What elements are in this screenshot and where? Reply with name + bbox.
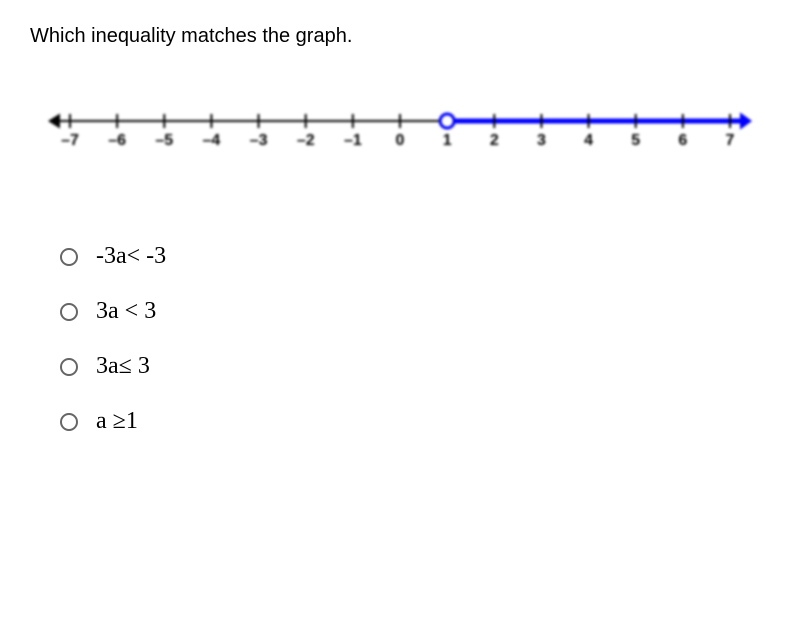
svg-text:–5: –5 [155,132,173,149]
option-label: 3a < 3 [96,298,156,325]
numberline: –7 –6 –5 –4 –3 –2 –1 0 1 2 3 4 5 6 7 [40,103,760,163]
svg-text:0: 0 [396,132,405,149]
svg-text:–7: –7 [61,132,79,149]
radio-icon[interactable] [60,358,78,376]
svg-text:–3: –3 [250,132,268,149]
option-row[interactable]: -3a< -3 [60,243,770,270]
option-row[interactable]: a ≥1 [60,408,770,435]
option-label: -3a< -3 [96,243,166,270]
svg-text:4: 4 [584,132,593,149]
option-label: a ≥1 [96,408,138,435]
question-text: Which inequality matches the graph. [30,25,770,48]
radio-icon[interactable] [60,248,78,266]
option-row[interactable]: 3a < 3 [60,298,770,325]
svg-text:3: 3 [537,132,546,149]
svg-text:–2: –2 [297,132,315,149]
radio-icon[interactable] [60,303,78,321]
svg-text:7: 7 [726,132,735,149]
svg-text:2: 2 [490,132,499,149]
svg-text:–6: –6 [108,132,126,149]
svg-text:6: 6 [678,132,687,149]
option-label: 3a≤ 3 [96,353,150,380]
svg-text:–1: –1 [344,132,362,149]
option-row[interactable]: 3a≤ 3 [60,353,770,380]
options-group: -3a< -3 3a < 3 3a≤ 3 a ≥1 [60,243,770,435]
svg-text:1: 1 [443,132,452,149]
svg-text:5: 5 [631,132,640,149]
svg-text:–4: –4 [203,132,221,149]
radio-icon[interactable] [60,413,78,431]
